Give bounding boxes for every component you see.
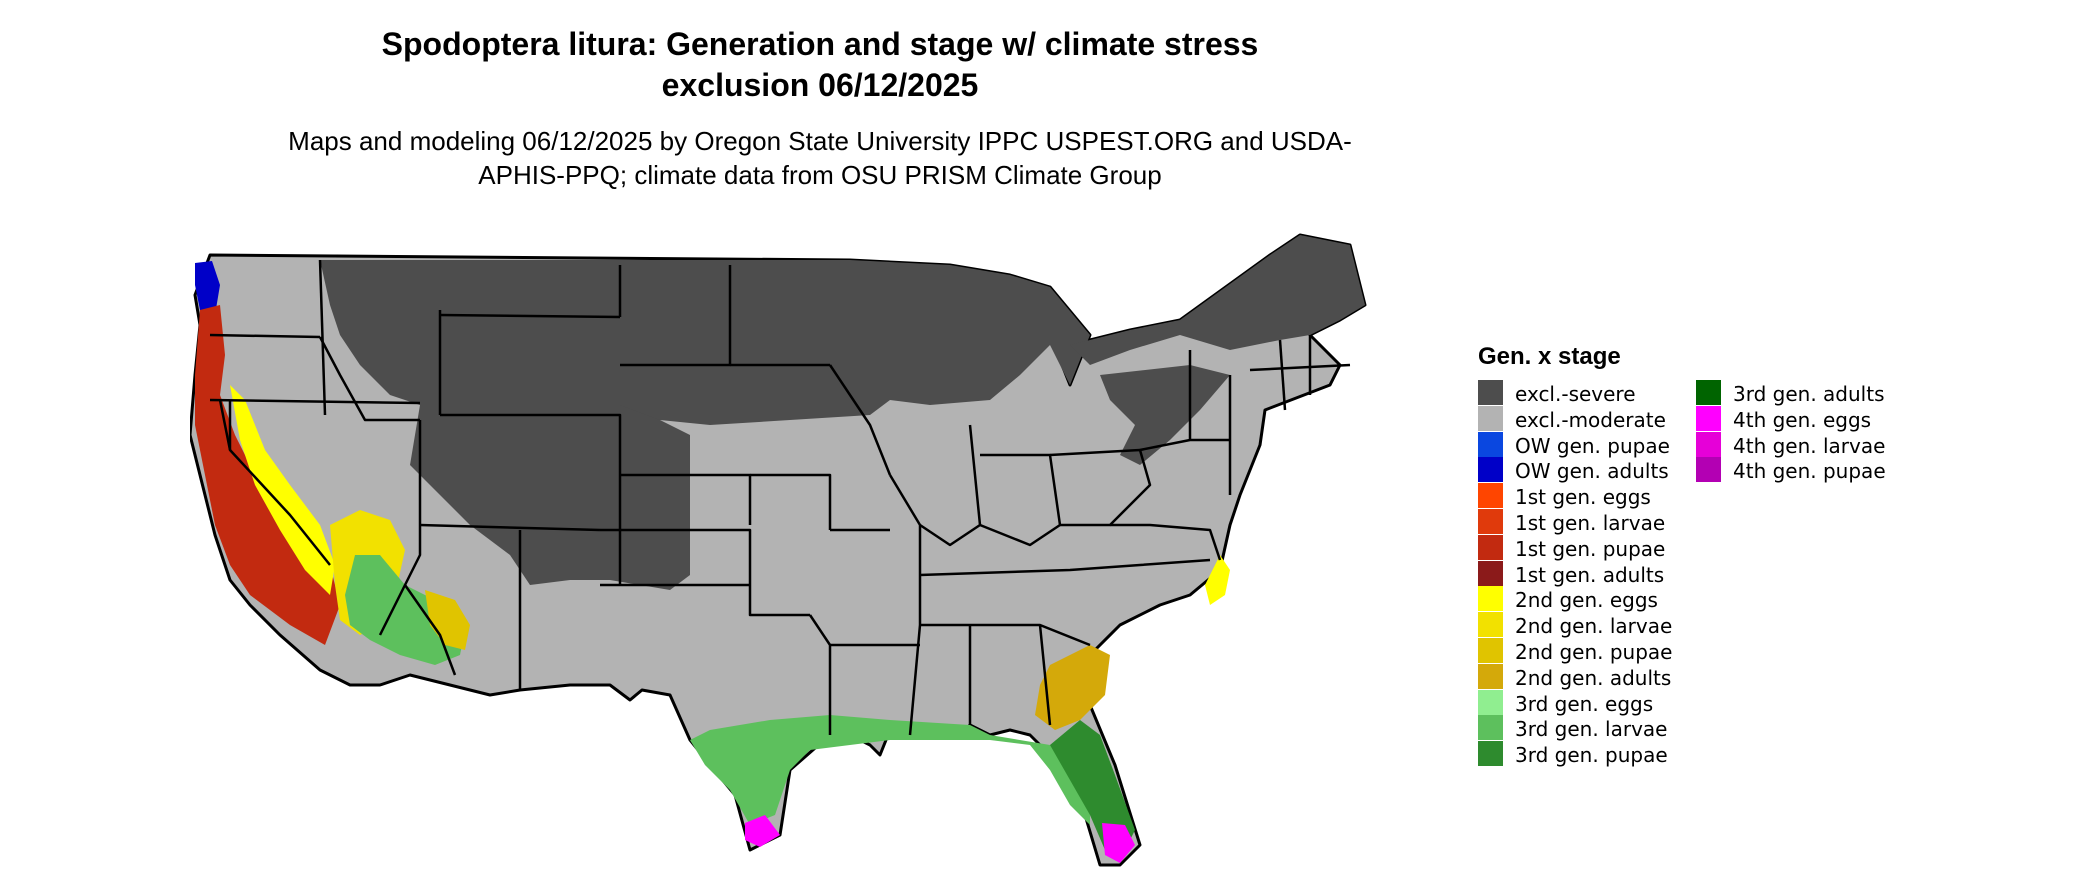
carolina-coast-zone xyxy=(1205,555,1230,605)
desert-yellow-east xyxy=(425,590,470,650)
legend-swatch xyxy=(1478,560,1503,586)
gulf-coast-third-gen xyxy=(690,715,1090,825)
severe-exclusion-north xyxy=(320,260,1090,440)
legend-label: excl.-severe xyxy=(1515,382,1636,406)
legend-title: Gen. x stage xyxy=(1478,343,1621,370)
florida-fourth-gen xyxy=(1102,823,1135,863)
legend-swatch xyxy=(1478,586,1503,612)
legend-swatch xyxy=(1696,380,1721,405)
legend-swatch xyxy=(1478,405,1503,431)
legend-swatch xyxy=(1478,380,1503,405)
legend-swatch xyxy=(1478,431,1503,457)
legend-label: OW gen. adults xyxy=(1515,459,1669,484)
legend-label: OW gen. pupae xyxy=(1515,433,1670,458)
florida-third-gen xyxy=(1050,720,1135,850)
legend-swatch xyxy=(1478,741,1503,767)
state-borders xyxy=(209,259,1351,736)
severe-exclusion-appalachian xyxy=(1100,365,1230,465)
legend-label: 3rd gen. adults xyxy=(1733,382,1885,406)
legend-swatch xyxy=(1478,483,1503,509)
legend: Gen. x stage excl.-severe excl.-moderate O… xyxy=(1478,340,2078,780)
legend-label: 2nd gen. eggs xyxy=(1515,588,1658,613)
desert-third-gen xyxy=(345,555,465,665)
legend-swatch xyxy=(1696,431,1721,457)
legend-label: 4th gen. larvae xyxy=(1733,433,1886,458)
legend-label: 1st gen. larvae xyxy=(1515,510,1666,535)
legend-swatch xyxy=(1478,715,1503,741)
legend-swatch xyxy=(1478,508,1503,534)
legend-swatch xyxy=(1478,689,1503,715)
severe-exclusion-northeast xyxy=(1070,235,1365,365)
map-subtitle: Maps and modeling 06/12/2025 by Oregon S… xyxy=(288,126,1352,190)
georgia-second-gen xyxy=(1035,645,1110,730)
legend-label: excl.-moderate xyxy=(1515,407,1666,432)
legend-label: 3rd gen. eggs xyxy=(1515,691,1654,716)
legend-swatch xyxy=(1478,457,1503,483)
central-valley-yellow xyxy=(230,385,335,595)
map-title: Spodoptera litura: Generation and stage … xyxy=(381,26,1259,103)
legend-swatch xyxy=(1696,457,1721,483)
legend-label: 2nd gen. pupae xyxy=(1515,639,1673,664)
us-map xyxy=(190,233,1367,867)
legend-label: 2nd gen. larvae xyxy=(1515,614,1673,639)
texas-fourth-gen xyxy=(745,815,780,847)
legend-label: 3rd gen. larvae xyxy=(1515,717,1668,742)
legend-swatch xyxy=(1478,663,1503,689)
legend-label: 2nd gen. adults xyxy=(1515,665,1672,690)
legend-label: 1st gen. adults xyxy=(1515,562,1665,587)
legend-swatch xyxy=(1478,637,1503,663)
legend-label: 4th gen. pupae xyxy=(1733,459,1886,484)
legend-swatch xyxy=(1478,612,1503,638)
legend-label: 3rd gen. pupae xyxy=(1515,743,1668,768)
legend-swatch xyxy=(1478,534,1503,560)
legend-label: 1st gen. eggs xyxy=(1515,485,1651,510)
legend-label: 4th gen. eggs xyxy=(1733,407,1872,432)
legend-label: 1st gen. pupae xyxy=(1515,536,1666,561)
legend-swatch xyxy=(1696,405,1721,431)
